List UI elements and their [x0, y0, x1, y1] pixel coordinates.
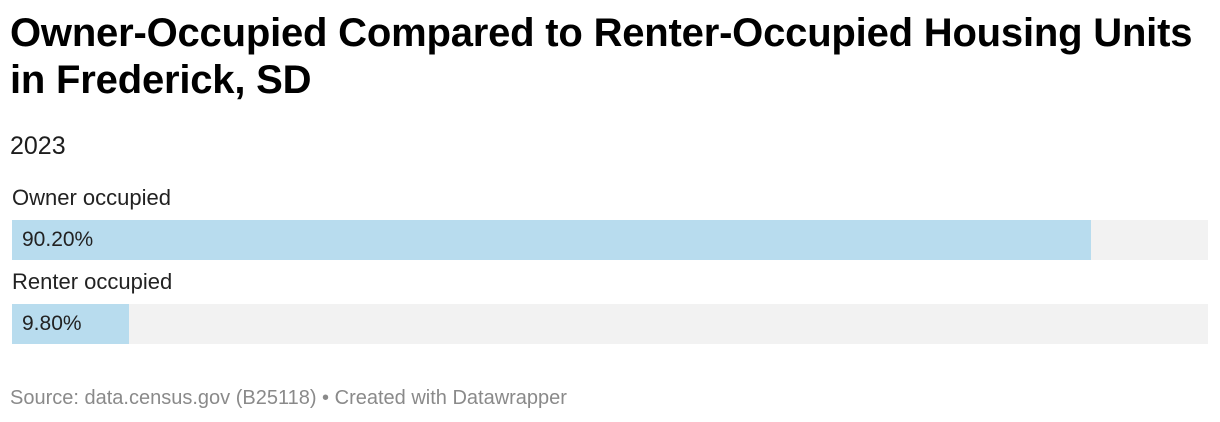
- source-link[interactable]: data.census.gov (B25118): [84, 387, 317, 409]
- bar-row: Owner occupied 90.20%: [12, 184, 1208, 260]
- datawrapper-credit-link[interactable]: Created with Datawrapper: [334, 387, 567, 409]
- chart-subtitle: 2023: [10, 132, 66, 160]
- bar-owner-occupied: [12, 220, 1091, 260]
- chart-title: Owner-Occupied Compared to Renter-Occupi…: [10, 11, 1193, 102]
- bar-chart: Owner occupied 90.20% Renter occupied 9.…: [12, 184, 1208, 352]
- chart-footer: Source: data.census.gov (B25118) • Creat…: [10, 386, 567, 410]
- bar-track: 9.80%: [12, 304, 1208, 344]
- bar-row: Renter occupied 9.80%: [12, 268, 1208, 344]
- bar-category-label: Renter occupied: [12, 269, 173, 294]
- bar-renter-occupied: [12, 304, 130, 344]
- bar-category-label: Owner occupied: [12, 185, 171, 210]
- footer-separator: •: [316, 387, 335, 409]
- bar-value-label: 9.80%: [22, 312, 82, 335]
- source-label: Source:: [10, 387, 85, 409]
- bar-track: 90.20%: [12, 220, 1208, 260]
- bar-value-label: 90.20%: [22, 228, 94, 251]
